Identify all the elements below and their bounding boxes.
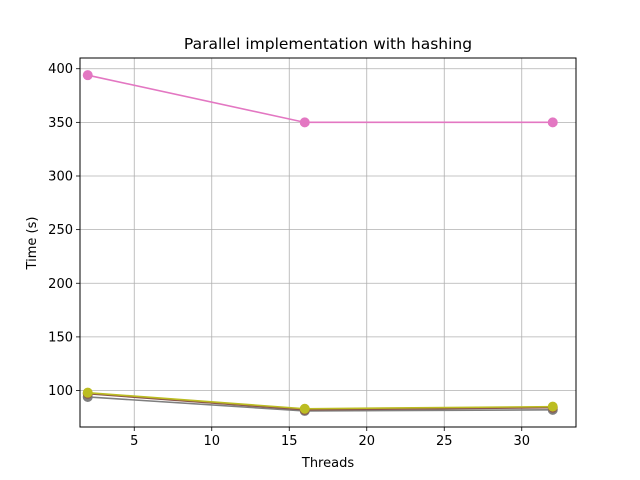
ticks: 5 10 15 20 25 30 100 150 200 250 300 350 400: [48, 62, 530, 449]
x-tick-label: 25: [436, 434, 453, 449]
data-point: [299, 403, 310, 414]
y-tick-label: 250: [48, 223, 73, 238]
data-point: [299, 117, 310, 128]
y-tick-label: 100: [48, 384, 73, 399]
y-tick-label: 200: [48, 277, 73, 292]
data-point: [82, 387, 93, 398]
x-tick-label: 15: [281, 434, 298, 449]
data-point: [82, 70, 93, 81]
plot-frame: [79, 57, 577, 428]
y-tick-label: 350: [48, 116, 73, 131]
x-tick-label: 30: [513, 434, 530, 449]
series-layer: [82, 70, 558, 416]
x-tick-label: 10: [203, 434, 220, 449]
y-tick-label: 150: [48, 330, 73, 345]
y-tick-label: 300: [48, 169, 73, 184]
x-axis-label: Threads: [301, 456, 354, 471]
data-point: [547, 117, 558, 128]
chart-title: Parallel implementation with hashing: [184, 35, 472, 53]
x-tick-label: 5: [130, 434, 138, 449]
y-tick-label: 400: [48, 62, 73, 77]
series: [82, 70, 558, 128]
series: [82, 387, 558, 414]
y-axis-label: Time (s): [25, 217, 40, 271]
x-tick-label: 20: [358, 434, 375, 449]
data-point: [547, 401, 558, 412]
